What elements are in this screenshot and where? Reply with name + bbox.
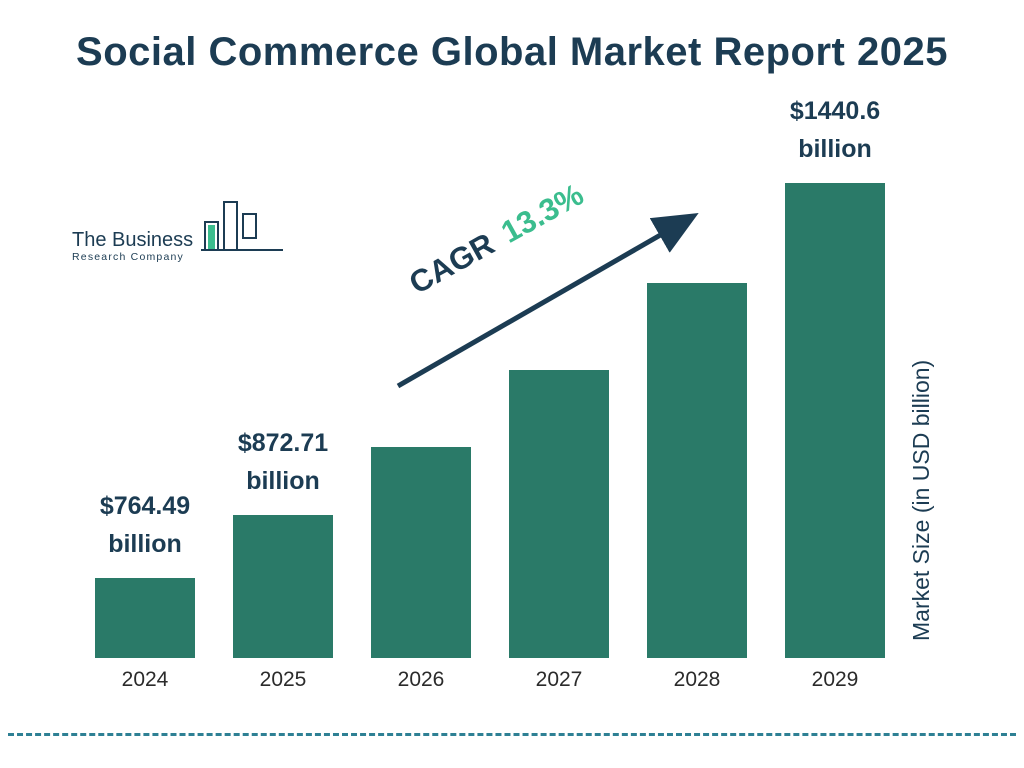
bottom-dashed-divider (8, 733, 1016, 736)
y-axis-label: Market Size (in USD billion) (908, 359, 934, 641)
x-axis-label-2024: 2024 (121, 668, 169, 691)
bar-value-label-2025: $872.71 billion (237, 428, 329, 496)
x-axis: 2024 2025 2026 2027 2028 2029 (95, 668, 895, 692)
x-axis-label-2028: 2028 (673, 668, 721, 691)
x-axis-label-2027: 2027 (535, 668, 583, 691)
bar-2026 (371, 447, 471, 658)
bar-value-label-2029: $1440.6 billion (789, 96, 881, 164)
page-title: Social Commerce Global Market Report 202… (76, 30, 948, 74)
bar-group-2028 (647, 100, 747, 658)
bar-group-2029: $1440.6 billion (785, 97, 885, 658)
company-logo-line2: Research Company (72, 251, 184, 263)
bar-group-2025: $872.71 billion (233, 100, 333, 658)
bar-2029 (785, 183, 885, 658)
bar-group-2026 (371, 100, 471, 658)
bar-group-2027 (509, 100, 609, 658)
logo-chart-icon (199, 196, 285, 263)
bar-2027 (509, 370, 609, 658)
company-logo: The Business Research Company (72, 196, 285, 263)
bar-group-2024: $764.49 billion (95, 100, 195, 658)
bar-2028 (647, 283, 747, 658)
x-axis-label-2026: 2026 (397, 668, 445, 691)
company-logo-text: The Business Research Company (72, 229, 193, 263)
bar-2024 (95, 578, 195, 658)
x-axis-label-2029: 2029 (811, 668, 859, 691)
x-axis-label-2025: 2025 (259, 668, 307, 691)
company-logo-line1: The Business (72, 229, 194, 251)
bar-value-label-2024: $764.49 billion (99, 491, 191, 559)
bar-2025 (233, 515, 333, 658)
bar-chart: $764.49 billion $872.71 billion $1440.6 billi… (95, 97, 895, 658)
